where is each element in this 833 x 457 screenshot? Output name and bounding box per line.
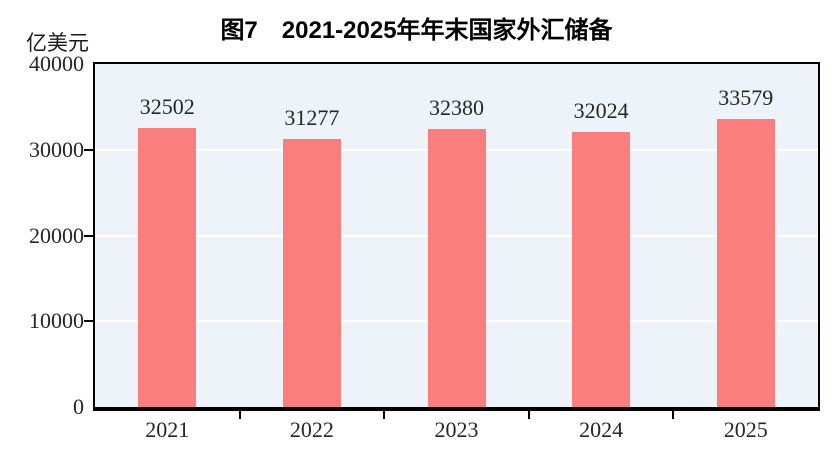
bar-2024 bbox=[572, 132, 631, 407]
bar-2022 bbox=[282, 138, 341, 407]
bar-value-label-2024: 32024 bbox=[573, 98, 629, 124]
y-tick-mark-10000 bbox=[84, 320, 93, 323]
x-tick-label-2024: 2024 bbox=[579, 417, 624, 442]
x-tick-label-2021: 2021 bbox=[145, 417, 190, 442]
x-tick-label-2023: 2023 bbox=[434, 417, 479, 442]
y-tick-label-40000: 40000 bbox=[29, 51, 84, 76]
x-tick-label-2025: 2025 bbox=[723, 417, 768, 442]
x-boundary-tick-3 bbox=[527, 411, 530, 419]
x-boundary-tick-4 bbox=[672, 411, 675, 419]
y-axis-unit-label: 亿美元 bbox=[26, 31, 89, 55]
bar-value-label-2023: 32380 bbox=[429, 95, 484, 121]
bar-2025 bbox=[716, 119, 775, 407]
y-tick-label-10000: 10000 bbox=[29, 308, 84, 334]
plot-area: 32502 31277 32380 32024 33579 bbox=[93, 62, 820, 411]
bar-value-label-2022: 31277 bbox=[284, 104, 340, 130]
y-tick-label-0: 0 bbox=[73, 394, 84, 419]
bar-value-label-2021: 32502 bbox=[139, 94, 195, 120]
x-boundary-tick-1 bbox=[238, 411, 241, 419]
chart-title: 图7 2021-2025年年末国家外汇储备 bbox=[220, 17, 613, 44]
y-tick-mark-30000 bbox=[84, 148, 93, 151]
bar-2021 bbox=[138, 128, 197, 407]
y-tick-label-30000: 30000 bbox=[29, 136, 84, 162]
bar-2023 bbox=[427, 129, 486, 407]
x-boundary-tick-2 bbox=[383, 411, 386, 419]
y-tick-mark-20000 bbox=[84, 234, 93, 237]
x-tick-label-2022: 2022 bbox=[289, 417, 334, 442]
y-tick-label-20000: 20000 bbox=[29, 222, 84, 248]
bar-value-label-2025: 33579 bbox=[718, 85, 774, 111]
